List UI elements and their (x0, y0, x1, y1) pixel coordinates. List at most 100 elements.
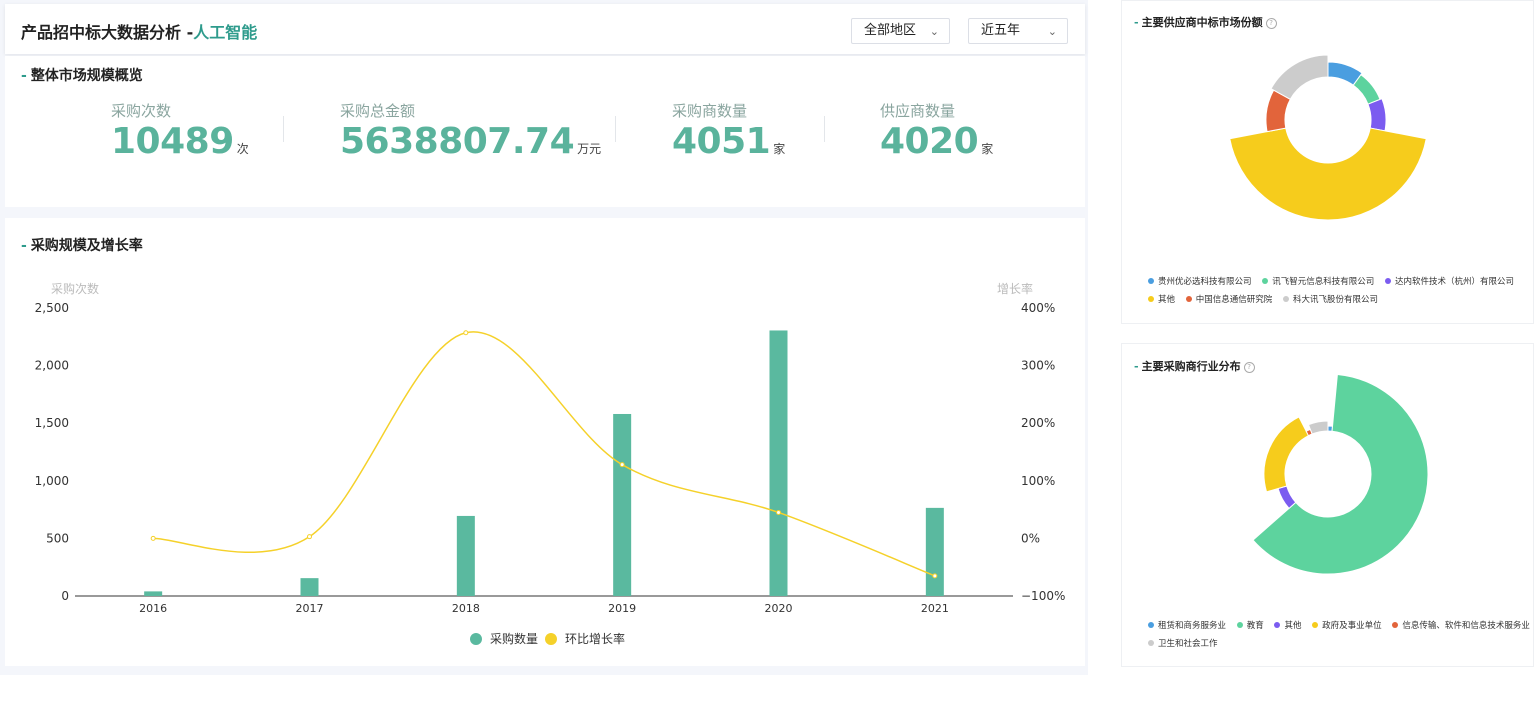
trend-title: - 采购规模及增长率 (21, 238, 143, 254)
y-tick-label: 2,000 (35, 359, 69, 373)
legend-line-label: 环比增长率 (565, 631, 625, 646)
period-select[interactable]: 近五年 ⌄ (968, 18, 1068, 44)
bar-2016 (144, 591, 163, 596)
period-select-value: 近五年 (981, 23, 1021, 38)
stat-unit: 家 (773, 142, 786, 156)
stat-value: 10489 (111, 121, 234, 162)
x-tick-label: 2016 (139, 602, 167, 615)
growth-point-2016 (150, 535, 156, 541)
legend-item[interactable]: 租赁和商务服务业 (1148, 619, 1226, 631)
y-tick-label: 2,500 (35, 301, 69, 315)
supplier-share-chart (1229, 54, 1427, 221)
stat-value: 5638807.74 (340, 121, 575, 162)
legend-item[interactable]: 教育 (1236, 619, 1264, 631)
x-tick-label: 2018 (452, 602, 480, 615)
stat-unit: 家 (981, 142, 994, 156)
y2-tick-label: 300% (1021, 359, 1055, 373)
y2-tick-label: 400% (1021, 301, 1055, 315)
header-bar: 产品招中标大数据分析 -人工智能 全部地区 ⌄ 近五年 ⌄ (5, 4, 1085, 54)
legend-item[interactable]: 贵州优必选科技有限公司 (1148, 275, 1252, 287)
legend-row: 贵州优必选科技有限公司 讯飞智元信息科技有限公司 达内软件技术（杭州）有限公司 (1148, 275, 1522, 287)
y-tick-label: 500 (46, 531, 69, 545)
legend-item[interactable]: 中国信息通信研究院 (1185, 293, 1272, 305)
bar-2018 (456, 515, 475, 596)
legend-bar-label: 采购数量 (490, 631, 538, 646)
legend-row: 租赁和商务服务业 教育 其他 政府及事业单位 信息传输、软件和信息技术服务业 (1148, 619, 1536, 631)
region-select-value: 全部地区 (864, 23, 917, 38)
supplier-share-panel: - 主要供应商中标市场份额? 贵州优必选科技有限公司 讯飞智元信息科技有限公司 达… (1121, 0, 1534, 324)
divider (283, 116, 284, 142)
help-icon[interactable]: ? (1243, 362, 1255, 373)
growth-point-2020 (776, 509, 781, 515)
supplier-share-title: - 主要供应商中标市场份额? (1134, 14, 1277, 30)
stat-label: 采购商数量 (672, 102, 748, 120)
overview-title: - 整体市场规模概览 (21, 68, 143, 84)
y2-tick-label: 100% (1021, 474, 1055, 488)
page-title-highlight: 人工智能 (193, 23, 258, 42)
y-tick-label: 1,500 (35, 416, 69, 430)
stat-total-amount: 采购总金额 5638807.74 万元 (340, 100, 601, 162)
stat-label: 采购总金额 (340, 102, 416, 120)
legend-row: 其他 中国信息通信研究院 科大讯飞股份有限公司 (1148, 293, 1386, 305)
slice-2 (1252, 373, 1429, 575)
stat-buyer-count: 采购商数量 4051 家 (672, 100, 785, 162)
legend-row: 卫生和社会工作 (1148, 637, 1226, 649)
growth-point-2018 (463, 330, 469, 336)
divider (824, 116, 825, 142)
bar-2021 (925, 507, 944, 596)
legend-line-marker (545, 633, 557, 645)
x-tick-label: 2017 (296, 602, 324, 615)
slice-3 (1367, 97, 1387, 132)
stat-label: 采购次数 (111, 102, 172, 120)
stat-value: 4020 (880, 121, 979, 162)
chevron-down-icon: ⌄ (1047, 25, 1057, 38)
slice-2 (1352, 73, 1381, 105)
y2-tick-label: 200% (1021, 416, 1055, 430)
buyer-industry-title: - 主要采购商行业分布? (1134, 358, 1255, 374)
slice-6 (1270, 54, 1329, 100)
stat-unit: 次 (236, 142, 249, 156)
y-tick-label: 1,000 (35, 474, 69, 488)
legend-item[interactable]: 卫生和社会工作 (1148, 637, 1218, 649)
legend-item[interactable]: 达内软件技术（杭州）有限公司 (1384, 275, 1514, 287)
x-tick-label: 2021 (921, 602, 949, 615)
legend-item[interactable]: 其他 (1148, 293, 1175, 305)
y2-tick-label: −100% (1021, 589, 1065, 603)
growth-rate-line (153, 331, 936, 577)
divider (615, 116, 616, 142)
chevron-down-icon: ⌄ (929, 25, 939, 38)
trend-chart: 采购次数 增长率 0 500 1,000 1,500 2,000 2,500 −100% 0% 10… (35, 281, 1066, 646)
legend-item[interactable]: 讯飞智元信息科技有限公司 (1262, 275, 1374, 287)
x-tick-label: 2019 (608, 602, 636, 615)
growth-point-2019 (619, 462, 625, 468)
y-tick-label: 0 (61, 589, 69, 603)
region-select[interactable]: 全部地区 ⌄ (851, 18, 950, 44)
slice-6 (1307, 420, 1329, 435)
bar-2017 (300, 578, 319, 596)
buyer-industry-chart (1252, 373, 1429, 575)
market-overview-panel: - 整体市场规模概览 采购次数 10489 次 采购总金额 5638807.74 万元… (5, 56, 1085, 207)
slice-4 (1229, 127, 1427, 221)
stat-value: 4051 (672, 121, 771, 162)
legend-item[interactable]: 其他 (1274, 619, 1301, 631)
legend-item[interactable]: 信息传输、软件和信息技术服务业 (1392, 619, 1530, 631)
bar-2020 (769, 330, 788, 596)
stat-unit: 万元 (577, 142, 602, 156)
slice-4 (1263, 416, 1310, 493)
page-title: 产品招中标大数据分析 -人工智能 (21, 23, 258, 42)
y-axis-title: 采购次数 (51, 281, 99, 296)
y2-axis-title: 增长率 (997, 281, 1033, 296)
stat-purchase-count: 采购次数 10489 次 (111, 100, 249, 162)
x-tick-label: 2020 (765, 602, 793, 615)
legend-item[interactable]: 政府及事业单位 (1312, 619, 1382, 631)
purchase-trend-panel: - 采购规模及增长率 采购次数 增长率 0 500 1,000 1,500 2,000 2,50… (5, 218, 1085, 666)
slice-3 (1277, 485, 1297, 510)
legend-item[interactable]: 科大讯飞股份有限公司 (1282, 293, 1378, 305)
stat-supplier-count: 供应商数量 4020 家 (880, 100, 993, 162)
buyer-industry-panel: - 主要采购商行业分布? 租赁和商务服务业 教育 其他 政府及事业单位 信息传输、… (1121, 343, 1534, 667)
bar-2019 (613, 413, 632, 596)
growth-point-2017 (307, 534, 312, 540)
stat-label: 供应商数量 (880, 102, 956, 120)
help-icon[interactable]: ? (1265, 18, 1277, 29)
growth-point-2021 (932, 573, 938, 579)
